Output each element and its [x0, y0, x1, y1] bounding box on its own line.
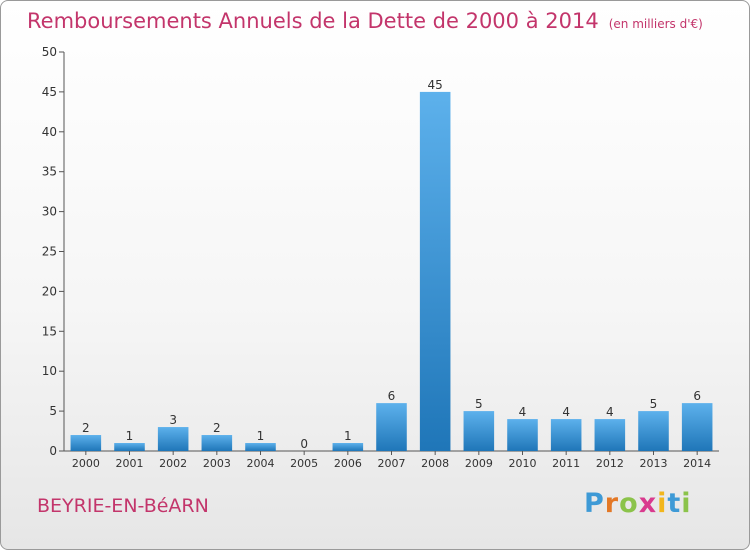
bar: [638, 411, 669, 451]
labels: 0510152025303540455022000120013200222003…: [42, 45, 711, 470]
x-tick-label: 2009: [465, 457, 493, 470]
y-tick-label: 40: [42, 125, 57, 139]
x-tick-label: 2013: [640, 457, 668, 470]
bar-value-label: 1: [126, 429, 134, 443]
bar: [507, 419, 538, 451]
bar: [332, 443, 364, 451]
bar-value-label: 1: [344, 429, 352, 443]
x-tick-label: 2008: [421, 457, 449, 470]
x-tick-label: 2010: [509, 457, 537, 470]
bar-value-label: 6: [388, 389, 396, 403]
x-tick-label: 2012: [596, 457, 624, 470]
bar-value-label: 1: [257, 429, 265, 443]
x-tick-label: 2004: [247, 457, 275, 470]
y-tick-label: 30: [42, 205, 57, 219]
x-tick-label: 2002: [159, 457, 187, 470]
y-tick-label: 15: [42, 324, 57, 338]
bar-value-label: 6: [693, 389, 701, 403]
bar: [594, 419, 626, 451]
bar-value-label: 4: [519, 405, 527, 419]
bar-value-label: 2: [213, 421, 221, 435]
x-tick-label: 2007: [378, 457, 406, 470]
bar-value-label: 3: [169, 413, 177, 427]
bar: [201, 435, 233, 451]
bar-value-label: 4: [562, 405, 570, 419]
bar-value-label: 4: [606, 405, 614, 419]
x-tick-label: 2014: [683, 457, 711, 470]
bar-value-label: 5: [475, 397, 483, 411]
logo-letter: t: [667, 488, 682, 519]
bar: [157, 427, 189, 451]
x-tick-label: 2003: [203, 457, 231, 470]
logo-letter: P: [584, 488, 605, 519]
x-tick-label: 2001: [116, 457, 144, 470]
bar-value-label: 45: [428, 78, 443, 92]
y-tick-label: 20: [42, 284, 57, 298]
bar-value-label: 2: [82, 421, 90, 435]
logo-letter: i: [681, 488, 692, 519]
bar: [376, 403, 407, 451]
title-text: Remboursements Annuels de la Dette de 20…: [27, 9, 599, 33]
bar-value-label: 5: [650, 397, 658, 411]
x-tick-label: 2000: [72, 457, 100, 470]
x-tick-label: 2006: [334, 457, 362, 470]
logo-letter: x: [638, 488, 658, 519]
bars: [70, 91, 713, 452]
proxiti-logo[interactable]: Proxiti: [584, 488, 692, 519]
bar: [550, 419, 582, 451]
logo-letter: i: [657, 488, 668, 519]
y-tick-label: 50: [42, 45, 57, 59]
logo-letter: o: [619, 488, 639, 519]
chart-title: Remboursements Annuels de la Dette de 20…: [27, 9, 703, 33]
unit-text: (en milliers d'€): [608, 17, 703, 31]
logo-letter: r: [604, 488, 620, 519]
bar: [245, 443, 276, 451]
bar: [419, 91, 451, 452]
x-tick-label: 2005: [290, 457, 318, 470]
y-tick-label: 25: [42, 245, 57, 259]
y-tick-label: 35: [42, 165, 57, 179]
bar: [70, 435, 102, 451]
bar: [463, 411, 495, 451]
bar: [114, 443, 145, 451]
y-tick-label: 0: [49, 444, 57, 458]
bar-value-label: 0: [300, 437, 308, 451]
y-tick-label: 45: [42, 85, 57, 99]
bar: [681, 403, 713, 451]
commune-name: BEYRIE-EN-BéARN: [37, 495, 209, 517]
x-tick-label: 2011: [552, 457, 580, 470]
y-tick-label: 10: [42, 364, 57, 378]
y-tick-label: 5: [49, 404, 57, 418]
